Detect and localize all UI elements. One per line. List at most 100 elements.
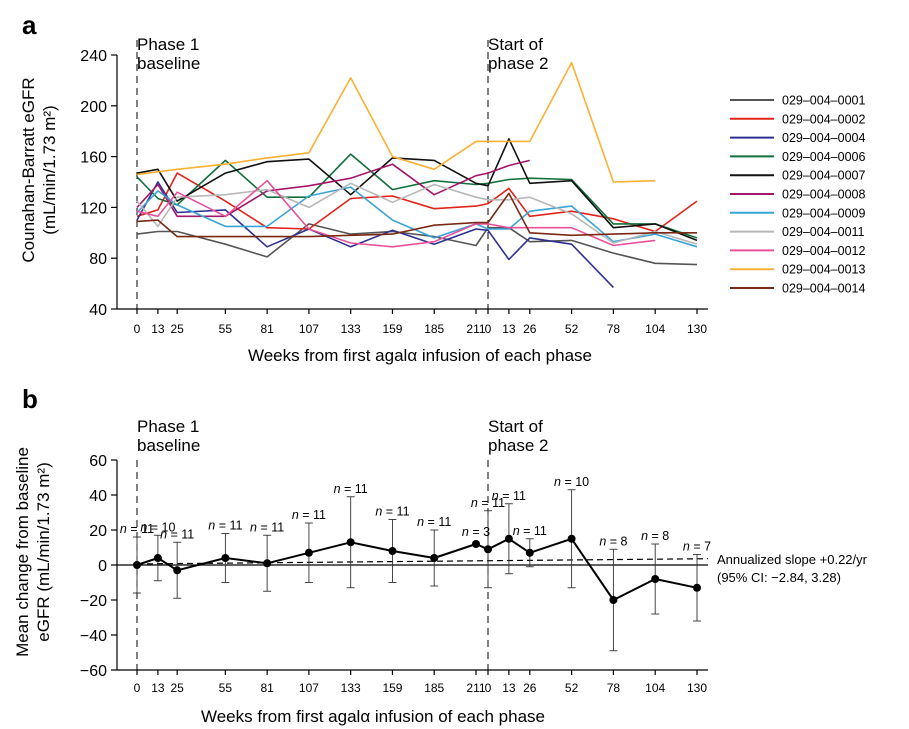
- n-label: n = 11: [417, 515, 451, 529]
- panel-a-xtick-label: 0: [485, 322, 492, 336]
- mean-point: [430, 554, 439, 562]
- series-line-10: [136, 61, 656, 183]
- panel-a-xtick-label: 25: [170, 322, 184, 336]
- panel-a-xtick-label: 52: [565, 322, 579, 336]
- panel-b-plot: −60 −40 −20 0 20 40 60 0 13 25 55 81 107 133 159 185 211…: [80, 453, 711, 695]
- mean-point: [484, 545, 492, 554]
- panel-b-ylabel-line2: eGFR (mL/min/1.73 m²): [34, 462, 53, 641]
- panel-a-xtick-label: 211: [466, 322, 485, 336]
- n-label: n = 11: [160, 527, 194, 541]
- mean-point: [133, 561, 141, 569]
- panel-a-letter: a: [22, 10, 37, 40]
- panel-a-ytick-label: 200: [80, 99, 107, 116]
- panel-a-ylabel-line2: (mL/min/1.73 m²): [40, 105, 59, 234]
- panel-a-xtick-label: 185: [424, 322, 444, 336]
- mean-point: [263, 559, 272, 568]
- n-label: n = 3: [462, 525, 490, 539]
- n-label: n = 11: [492, 489, 526, 503]
- panel-b-xtick-label: 0: [485, 681, 492, 695]
- panel-a-ytick-label: 40: [89, 302, 107, 319]
- mean-point: [173, 566, 182, 575]
- series-line-4: [136, 153, 698, 239]
- legend-label-7: 029–004–0009: [782, 206, 865, 220]
- panel-a-ytick-label: 120: [80, 200, 107, 217]
- panel-a-xtick-label: 133: [341, 322, 361, 336]
- panel-b-xtick-label: 13: [502, 681, 516, 695]
- panel-b-xtick-label: 159: [382, 681, 402, 695]
- panel-b-xtick-label: 13: [151, 681, 165, 695]
- panel-a-xtick-label: 13: [502, 322, 516, 336]
- panel-b-xtick-label: 0: [134, 681, 141, 695]
- panel-b-xtick-label: 26: [523, 681, 537, 695]
- panel-b-xtick-label: 185: [424, 681, 444, 695]
- panel-a-phase2-label-line1: Start of: [488, 35, 543, 54]
- n-label: n = 8: [641, 529, 669, 543]
- n-label: n = 11: [375, 505, 409, 519]
- series-line-11: [136, 192, 697, 238]
- mean-point: [346, 538, 355, 547]
- legend-label-4: 029–004–0006: [782, 150, 865, 164]
- panel-b-xtick-label: 133: [341, 681, 361, 695]
- panel-a-ytick-label: 160: [80, 150, 107, 167]
- panel-a-ytick-label: 240: [80, 48, 107, 65]
- n-label: n = 11: [513, 524, 547, 538]
- n-label: n = 11: [292, 508, 326, 522]
- panel-b-xtick-label: 130: [687, 681, 707, 695]
- slope-annotation-line2: (95% CI: −2.84, 3.28): [717, 570, 841, 585]
- panel-a-xtick-label: 130: [687, 322, 707, 336]
- legend-label-5: 029–004–0007: [782, 169, 865, 183]
- mean-point: [472, 540, 480, 548]
- legend-label-6: 029–004–0008: [782, 188, 865, 202]
- panel-a-xtick-label: 104: [645, 322, 665, 336]
- mean-point: [153, 554, 162, 562]
- legend-label-1: 029–004–0001: [782, 94, 865, 108]
- mean-point: [221, 554, 230, 562]
- n-label: n = 11: [208, 519, 242, 533]
- n-label: n = 11: [471, 496, 505, 510]
- n-label: n = 10: [554, 475, 589, 489]
- panel-b-ytick-label: 60: [89, 453, 107, 470]
- panel-b-xtick-label: 25: [170, 681, 184, 695]
- n-label: n = 8: [599, 534, 627, 548]
- mean-point: [525, 548, 534, 557]
- legend-label-3: 029–004–0004: [782, 131, 865, 145]
- mean-point: [609, 596, 618, 604]
- panel-a-phase1-label-line2: baseline: [137, 54, 200, 73]
- panel-a-xtick-label: 26: [523, 322, 537, 336]
- panel-b-ytick-label: −40: [80, 628, 107, 645]
- mean-point: [504, 534, 513, 543]
- panel-a-xtick-label: 159: [382, 322, 402, 336]
- legend-label-2: 029–004–0002: [782, 112, 865, 126]
- n-label: n = 11: [120, 522, 154, 536]
- legend-label-9: 029–004–0012: [782, 244, 865, 258]
- panel-b-ytick-label: −60: [80, 663, 107, 680]
- n-label: n = 10: [140, 520, 175, 534]
- panel-b-xtick-label: 81: [260, 681, 274, 695]
- panel-b-ytick-label: 40: [89, 488, 107, 505]
- panel-b-phase2-label-line1: Start of: [488, 417, 543, 436]
- panel-b-xtick-label: 78: [607, 681, 621, 695]
- panel-b-xtick-label: 107: [299, 681, 319, 695]
- panel-b-ytick-label: −20: [80, 593, 107, 610]
- legend-label-10: 029–004–0013: [782, 263, 865, 277]
- panel-a-xtick-label: 81: [260, 322, 274, 336]
- series-line-8: [136, 182, 698, 245]
- panel-a-plot: 40 80 120 160 200 240 0 13 25 55 81 107 133 159 185 211…: [80, 40, 708, 336]
- panel-b-xlabel: Weeks from first agalα infusion of each …: [201, 707, 545, 726]
- panel-a-ytick-label: 80: [89, 251, 107, 268]
- panel-b-letter: b: [22, 384, 38, 414]
- series-line-7: [136, 186, 698, 248]
- n-label: n = 11: [250, 520, 284, 534]
- panel-b-xtick-label: 211: [466, 681, 485, 695]
- panel-b-ytick-label: 20: [89, 523, 107, 540]
- series-line-2: [136, 172, 698, 233]
- panel-b-xtick-label: 55: [219, 681, 233, 695]
- legend: 029–004–0001 029–004–0002 029–004–0004 029–…: [730, 94, 865, 296]
- mean-point: [304, 548, 313, 557]
- panel-a-phase1-label-line1: Phase 1: [137, 35, 199, 54]
- panel-b-ylabel-line1: Mean change from baseline: [13, 447, 32, 657]
- panel-a-xtick-label: 78: [607, 322, 621, 336]
- series-line-1: [136, 223, 698, 266]
- panel-a-xlabel: Weeks from first agalα infusion of each …: [248, 346, 592, 365]
